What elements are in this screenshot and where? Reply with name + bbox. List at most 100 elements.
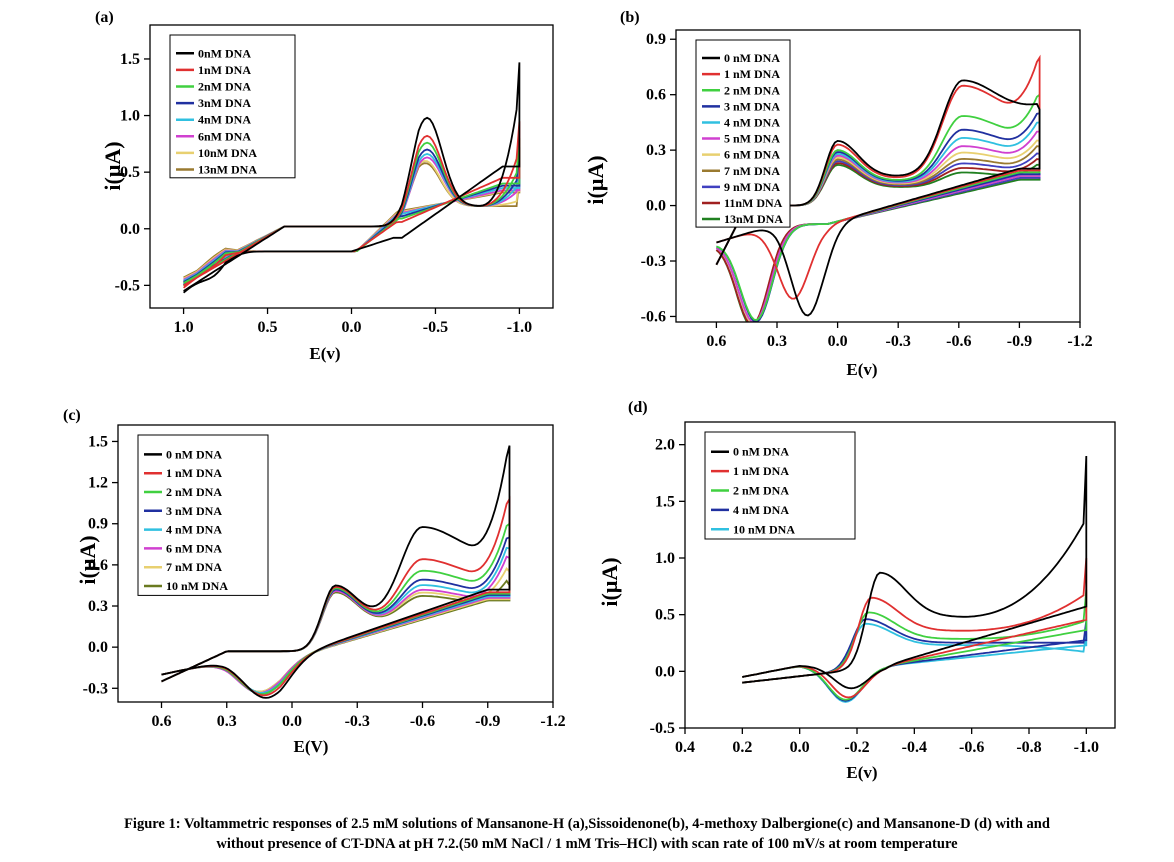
y-tick-label: 2.0 bbox=[655, 437, 675, 454]
legend-box bbox=[695, 39, 791, 228]
legend-label: 4nM DNA bbox=[198, 113, 251, 127]
series-line-2-nM-DNA bbox=[742, 589, 1088, 701]
legend-label: 2 nM DNA bbox=[724, 83, 780, 97]
panel-c: 0.6 0.3 0.0 -0.3 -0.6 -0.9 -1.2 -0.3 0.0 0.3 0.6 0.… bbox=[63, 407, 566, 756]
series-line-13nM-DNA bbox=[183, 162, 521, 282]
y-tick-label: 1.5 bbox=[655, 493, 675, 510]
x-tick-label: -1.2 bbox=[1067, 333, 1092, 350]
legend-label: 10 nM DNA bbox=[733, 522, 795, 536]
legend-label: 1 nM DNA bbox=[166, 466, 222, 480]
y-tick-label: 1.5 bbox=[120, 51, 140, 68]
x-tick-label: -1.2 bbox=[540, 713, 565, 730]
y-tick-label: 0.9 bbox=[88, 516, 108, 533]
curves bbox=[742, 455, 1088, 703]
y-axis-label: i(μA) bbox=[75, 535, 100, 584]
legend-label: 6nM DNA bbox=[198, 129, 251, 143]
y-tick-label: 0.5 bbox=[120, 164, 140, 181]
y-tick-label: -0.3 bbox=[83, 680, 108, 697]
legend-label: 3nM DNA bbox=[198, 96, 251, 110]
y-tick-label: 0.5 bbox=[655, 607, 675, 624]
y-tick-label: -0.5 bbox=[115, 277, 140, 294]
legend-label: 5 nM DNA bbox=[724, 132, 780, 146]
y-tick-label: 0.3 bbox=[88, 598, 108, 615]
x-tick-label: 0.2 bbox=[732, 739, 752, 756]
y-axis-label: i(μA) bbox=[100, 141, 125, 190]
panel-b: 0.6 0.3 0.0 -0.3 -0.6 -0.9 -1.2 -0.6 -0.3 0.0 0.3 0… bbox=[583, 9, 1093, 379]
series-line-0-nM-DNA bbox=[742, 455, 1088, 690]
legend-label: 4 nM DNA bbox=[166, 523, 222, 537]
legend-box bbox=[137, 434, 269, 596]
legend-label: 10nM DNA bbox=[198, 146, 257, 160]
x-tick-label: 0.0 bbox=[790, 739, 810, 756]
x-tick-label: -0.6 bbox=[946, 333, 971, 350]
x-tick-label: 0.6 bbox=[706, 333, 726, 350]
y-tick-label: 0.6 bbox=[646, 87, 666, 104]
y-tick-label: 1.0 bbox=[120, 108, 140, 125]
legend-label: 3 nM DNA bbox=[724, 99, 780, 113]
curves bbox=[183, 62, 521, 294]
y-tick-label: 0.3 bbox=[646, 142, 666, 159]
x-tick-label: -0.6 bbox=[410, 713, 435, 730]
legend-label: 11nM DNA bbox=[724, 196, 783, 210]
x-axis-label: E(v) bbox=[846, 360, 877, 379]
x-tick-label: 0.3 bbox=[767, 333, 787, 350]
legend-label: 2 nM DNA bbox=[166, 485, 222, 499]
legend-label: 0nM DNA bbox=[198, 46, 251, 60]
y-tick-label: 0.6 bbox=[88, 557, 108, 574]
series-line-0-nM-DNA bbox=[715, 79, 1041, 317]
x-axis-label: E(v) bbox=[846, 763, 877, 782]
panel-label: (d) bbox=[628, 399, 648, 416]
panel-a: 1.0 0.5 0.0 -0.5 -1.0 -0.5 0.0 0.5 1.0 1.5 E(v) i(μ… bbox=[95, 9, 554, 363]
legend-label: 13nM DNA bbox=[198, 163, 257, 177]
figure-caption: Figure 1: Voltammetric responses of 2.5 … bbox=[0, 814, 1174, 854]
y-tick-label: 0.0 bbox=[120, 221, 140, 238]
x-tick-label: 1.0 bbox=[174, 319, 194, 336]
series-line-0-nM-DNA bbox=[161, 445, 511, 699]
x-tick-label: -0.3 bbox=[886, 333, 911, 350]
legend-label: 6 nM DNA bbox=[166, 541, 222, 555]
y-tick-label: 1.5 bbox=[88, 433, 108, 450]
panel-label: (a) bbox=[95, 9, 114, 26]
plot-frame bbox=[117, 424, 554, 703]
y-tick-label: 0.0 bbox=[88, 639, 108, 656]
x-tick-label: 0.5 bbox=[258, 319, 278, 336]
legend-label: 0 nM DNA bbox=[724, 51, 780, 65]
legend-label: 1 nM DNA bbox=[724, 67, 780, 81]
x-tick-label: -0.9 bbox=[475, 713, 500, 730]
x-tick-label: -0.6 bbox=[959, 739, 984, 756]
x-tick-label: 0.3 bbox=[217, 713, 237, 730]
legend-label: 2 nM DNA bbox=[733, 484, 789, 498]
series-line-0nM-DNA bbox=[183, 62, 521, 294]
legend-label: 6 nM DNA bbox=[724, 148, 780, 162]
x-tick-label: -0.9 bbox=[1007, 333, 1032, 350]
x-tick-label: 0.6 bbox=[152, 713, 172, 730]
caption-line-2: without presence of CT-DNA at pH 7.2.(50… bbox=[216, 836, 958, 852]
x-tick-label: 0.4 bbox=[675, 739, 695, 756]
legend-label: 0 nM DNA bbox=[733, 445, 789, 459]
curves bbox=[715, 54, 1041, 322]
legend-label: 13nM DNA bbox=[724, 212, 783, 226]
legend-label: 0 nM DNA bbox=[166, 447, 222, 461]
x-tick-label: -0.5 bbox=[423, 319, 448, 336]
series-line-10nM-DNA bbox=[183, 160, 521, 283]
legend-label: 1nM DNA bbox=[198, 63, 251, 77]
y-tick-label: -0.6 bbox=[641, 308, 666, 325]
legend-label: 2nM DNA bbox=[198, 80, 251, 94]
x-axis-label: E(v) bbox=[309, 344, 340, 363]
y-tick-label: -0.3 bbox=[641, 253, 666, 270]
panel-label: (c) bbox=[63, 407, 81, 424]
x-axis-label: E(V) bbox=[294, 737, 329, 756]
legend-label: 7 nM DNA bbox=[724, 164, 780, 178]
x-tick-label: -0.8 bbox=[1016, 739, 1041, 756]
y-tick-label: 0.0 bbox=[655, 663, 675, 680]
curves bbox=[161, 445, 511, 699]
legend-label: 3 nM DNA bbox=[166, 504, 222, 518]
plot-frame bbox=[684, 421, 1116, 729]
x-tick-label: 0.0 bbox=[342, 319, 362, 336]
panel-label: (b) bbox=[620, 9, 640, 26]
legend-box bbox=[704, 431, 856, 540]
x-tick-label: -0.3 bbox=[345, 713, 370, 730]
panel-d: 0.4 0.2 0.0 -0.2 -0.4 -0.6 -0.8 -1.0 -0.5 0.0 0.5 1… bbox=[597, 399, 1116, 782]
x-tick-label: -0.2 bbox=[844, 739, 869, 756]
legend-label: 10 nM DNA bbox=[166, 579, 228, 593]
